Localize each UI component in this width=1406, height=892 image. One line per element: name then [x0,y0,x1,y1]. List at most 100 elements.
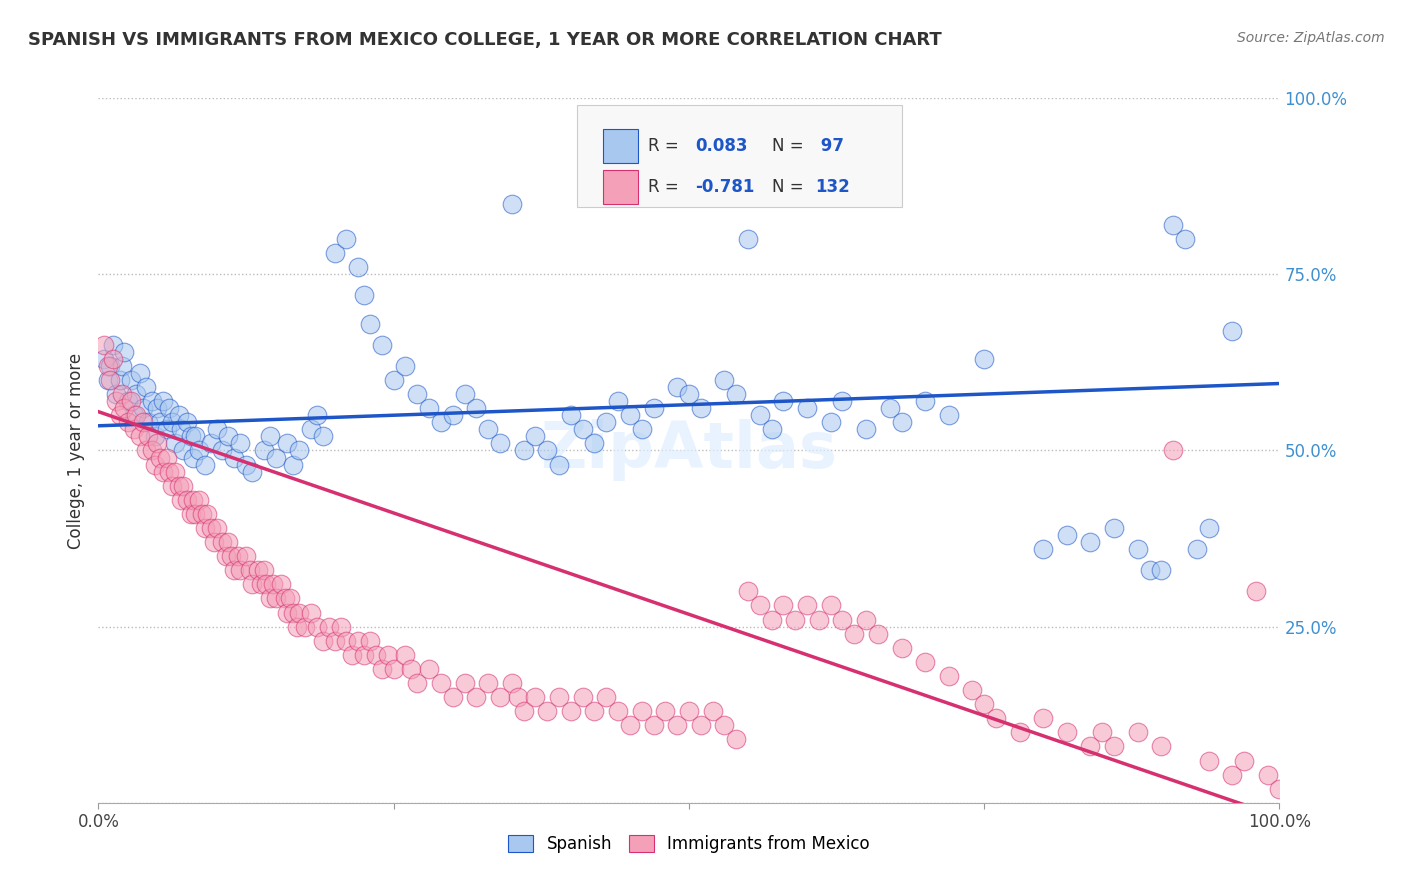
Point [128,366,150,380]
Point [772,394,794,409]
Point [914,394,936,409]
Point [146,436,169,450]
Point [125,408,148,422]
Text: 132: 132 [815,178,851,196]
Point [844,626,866,640]
Point [489,690,512,705]
Point [135,380,157,394]
Point [132,415,155,429]
Point [184,507,207,521]
Point [274,591,297,606]
Point [253,443,276,458]
Point [796,599,818,613]
Bar [603,128,638,162]
Point [112,401,135,416]
Point [229,436,252,450]
Point [890,415,912,429]
Point [105,394,128,409]
Point [93,351,115,366]
Point [938,408,960,422]
Point [1220,324,1243,338]
Point [524,429,547,443]
Point [240,577,263,591]
Point [335,232,357,246]
Point [619,408,641,422]
Point [93,338,115,352]
Point [725,387,748,401]
Point [172,443,194,458]
Point [962,683,984,698]
Point [125,387,148,401]
Point [259,429,281,443]
Point [135,443,157,458]
Point [143,429,166,443]
Point [973,697,995,711]
Point [761,613,783,627]
Point [305,408,328,422]
Point [382,373,405,387]
Point [156,450,179,465]
Point [226,549,249,564]
Bar [603,170,638,204]
Point [136,415,159,429]
Point [141,394,163,409]
Point [128,429,150,443]
Point [149,415,172,429]
Point [689,401,711,416]
Point [595,415,617,429]
Legend: Spanish, Immigrants from Mexico: Spanish, Immigrants from Mexico [501,827,877,862]
Point [97,373,120,387]
Point [725,732,748,747]
Point [430,676,453,690]
Point [270,577,292,591]
Point [211,443,233,458]
Point [318,619,340,633]
Point [136,429,159,443]
Point [418,662,440,676]
Point [377,648,399,662]
Point [748,599,770,613]
Point [276,606,298,620]
Point [240,465,263,479]
Point [678,387,700,401]
Point [312,429,335,443]
Point [250,577,273,591]
Point [1126,725,1149,739]
Text: -0.781: -0.781 [695,178,754,196]
Point [512,443,534,458]
Point [654,704,676,718]
Point [666,718,689,732]
FancyBboxPatch shape [576,105,901,207]
Point [737,232,759,246]
Point [191,507,214,521]
Point [371,338,394,352]
Point [215,549,238,564]
Point [111,387,134,401]
Point [761,422,783,436]
Point [170,492,193,507]
Point [97,359,120,373]
Point [855,613,877,627]
Point [666,380,689,394]
Point [224,450,246,465]
Point [122,422,145,436]
Point [571,690,593,705]
Point [299,606,322,620]
Point [536,443,558,458]
Point [165,465,187,479]
Point [156,422,179,436]
Point [512,704,534,718]
Point [1185,542,1208,557]
Point [394,359,416,373]
Point [194,458,217,472]
Point [187,443,209,458]
Point [294,619,316,633]
Point [167,478,190,492]
Point [453,676,475,690]
Point [353,288,375,302]
Point [264,450,287,465]
Point [172,478,194,492]
Point [111,359,134,373]
Point [187,492,209,507]
Point [235,458,257,472]
